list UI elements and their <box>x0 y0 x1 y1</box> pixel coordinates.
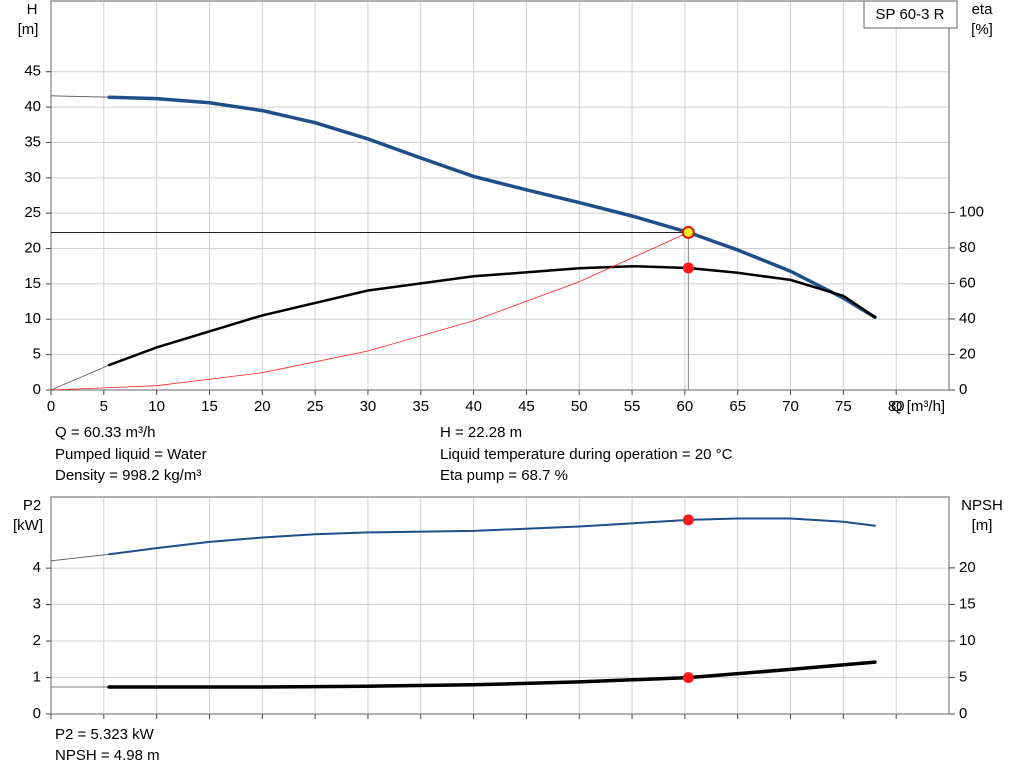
y-axis-unit: [kW] <box>13 517 43 534</box>
notes: Q = 60.33 m³/h Pumped liquid = Water Den… <box>55 424 733 764</box>
operating-point <box>682 262 694 274</box>
y-tick-label: 1 <box>33 668 41 685</box>
note: H = 22.28 m <box>440 424 522 441</box>
y-tick-label: 10 <box>24 310 41 327</box>
chart: 0 5 10 15 20 25 30 35 40 45 50 55 60 65 70 75 80 0 5 10 15 20… <box>18 0 994 415</box>
curve <box>50 364 110 391</box>
y2-axis-unit: [%] <box>971 21 993 38</box>
note: NPSH = 4.98 m <box>55 747 160 764</box>
plot-frame <box>50 496 950 715</box>
y2-tick-label: 10 <box>959 632 976 649</box>
x-tick-label: 0 <box>47 398 55 415</box>
y-tick-label: 4 <box>33 559 41 576</box>
x-tick-label: 75 <box>835 398 852 415</box>
y-axis-unit: [m] <box>18 21 39 38</box>
operating-point <box>682 672 694 684</box>
x-tick-label: 15 <box>201 398 218 415</box>
x-tick-label: 20 <box>254 398 271 415</box>
note: Eta pump = 68.7 % <box>440 467 568 484</box>
y2-axis-unit: [m] <box>972 517 993 534</box>
x-tick-label: 55 <box>624 398 641 415</box>
y-axis-label: H <box>27 1 38 18</box>
y2-tick-label: 0 <box>959 381 967 398</box>
y2-tick-label: 80 <box>959 239 976 256</box>
y2-tick-label: 20 <box>959 345 976 362</box>
y2-axis-label: NPSH <box>961 497 1003 514</box>
y-tick-label: 40 <box>24 98 41 115</box>
y2-tick-label: 100 <box>959 203 984 220</box>
x-tick-label: 60 <box>677 398 694 415</box>
y-tick-label: 3 <box>33 596 41 613</box>
operating-point <box>682 514 694 526</box>
y-tick-label: 35 <box>24 133 41 150</box>
title-box <box>863 0 958 29</box>
curve <box>50 232 689 391</box>
y-tick-label: 45 <box>24 63 41 80</box>
note: Density = 998.2 kg/m³ <box>55 467 201 484</box>
y2-tick-label: 0 <box>959 705 967 722</box>
y-tick-label: 0 <box>33 705 41 722</box>
y2-tick-label: 5 <box>959 668 967 685</box>
y-tick-label: 0 <box>33 381 41 398</box>
note: P2 = 5.323 kW <box>55 726 155 743</box>
x-tick-label: 30 <box>360 398 377 415</box>
note: Liquid temperature during operation = 20… <box>440 446 733 463</box>
x-tick-label: 50 <box>571 398 588 415</box>
x-tick-label: 70 <box>782 398 799 415</box>
y-tick-label: 20 <box>24 240 41 257</box>
y2-tick-label: 20 <box>959 559 976 576</box>
plot-frame <box>50 0 950 391</box>
x-tick-label: 40 <box>465 398 482 415</box>
y2-tick-label: 60 <box>959 274 976 291</box>
y2-axis-label: eta <box>972 1 994 18</box>
curve <box>107 95 877 319</box>
curve <box>107 660 877 689</box>
curve <box>50 553 110 562</box>
chart: 0 1 2 3 4 0 5 10 15 20 P2 [kW] NPSH [m] <box>13 496 1003 722</box>
x-axis-label: Q [m³/h] <box>891 398 945 415</box>
x-tick-label: 45 <box>518 398 535 415</box>
x-tick-label: 5 <box>100 398 108 415</box>
x-tick-label: 65 <box>729 398 746 415</box>
operating-point <box>681 225 695 239</box>
y-tick-label: 5 <box>33 346 41 363</box>
curve <box>50 95 110 98</box>
y-tick-label: 15 <box>24 275 41 292</box>
curve <box>107 264 877 367</box>
y-tick-label: 30 <box>24 169 41 186</box>
curve <box>108 517 876 556</box>
note: Pumped liquid = Water <box>55 446 207 463</box>
x-tick-label: 25 <box>307 398 324 415</box>
note: Q = 60.33 m³/h <box>55 424 155 441</box>
y2-tick-label: 15 <box>959 595 976 612</box>
y-tick-label: 2 <box>33 632 41 649</box>
y2-tick-label: 40 <box>959 310 976 327</box>
y-axis-label: P2 <box>23 497 41 514</box>
x-tick-label: 35 <box>412 398 429 415</box>
x-tick-label: 10 <box>148 398 165 415</box>
y-tick-label: 25 <box>24 204 41 221</box>
chart-title: SP 60-3 R <box>876 6 945 23</box>
x-tick-label: 80 <box>888 398 905 415</box>
